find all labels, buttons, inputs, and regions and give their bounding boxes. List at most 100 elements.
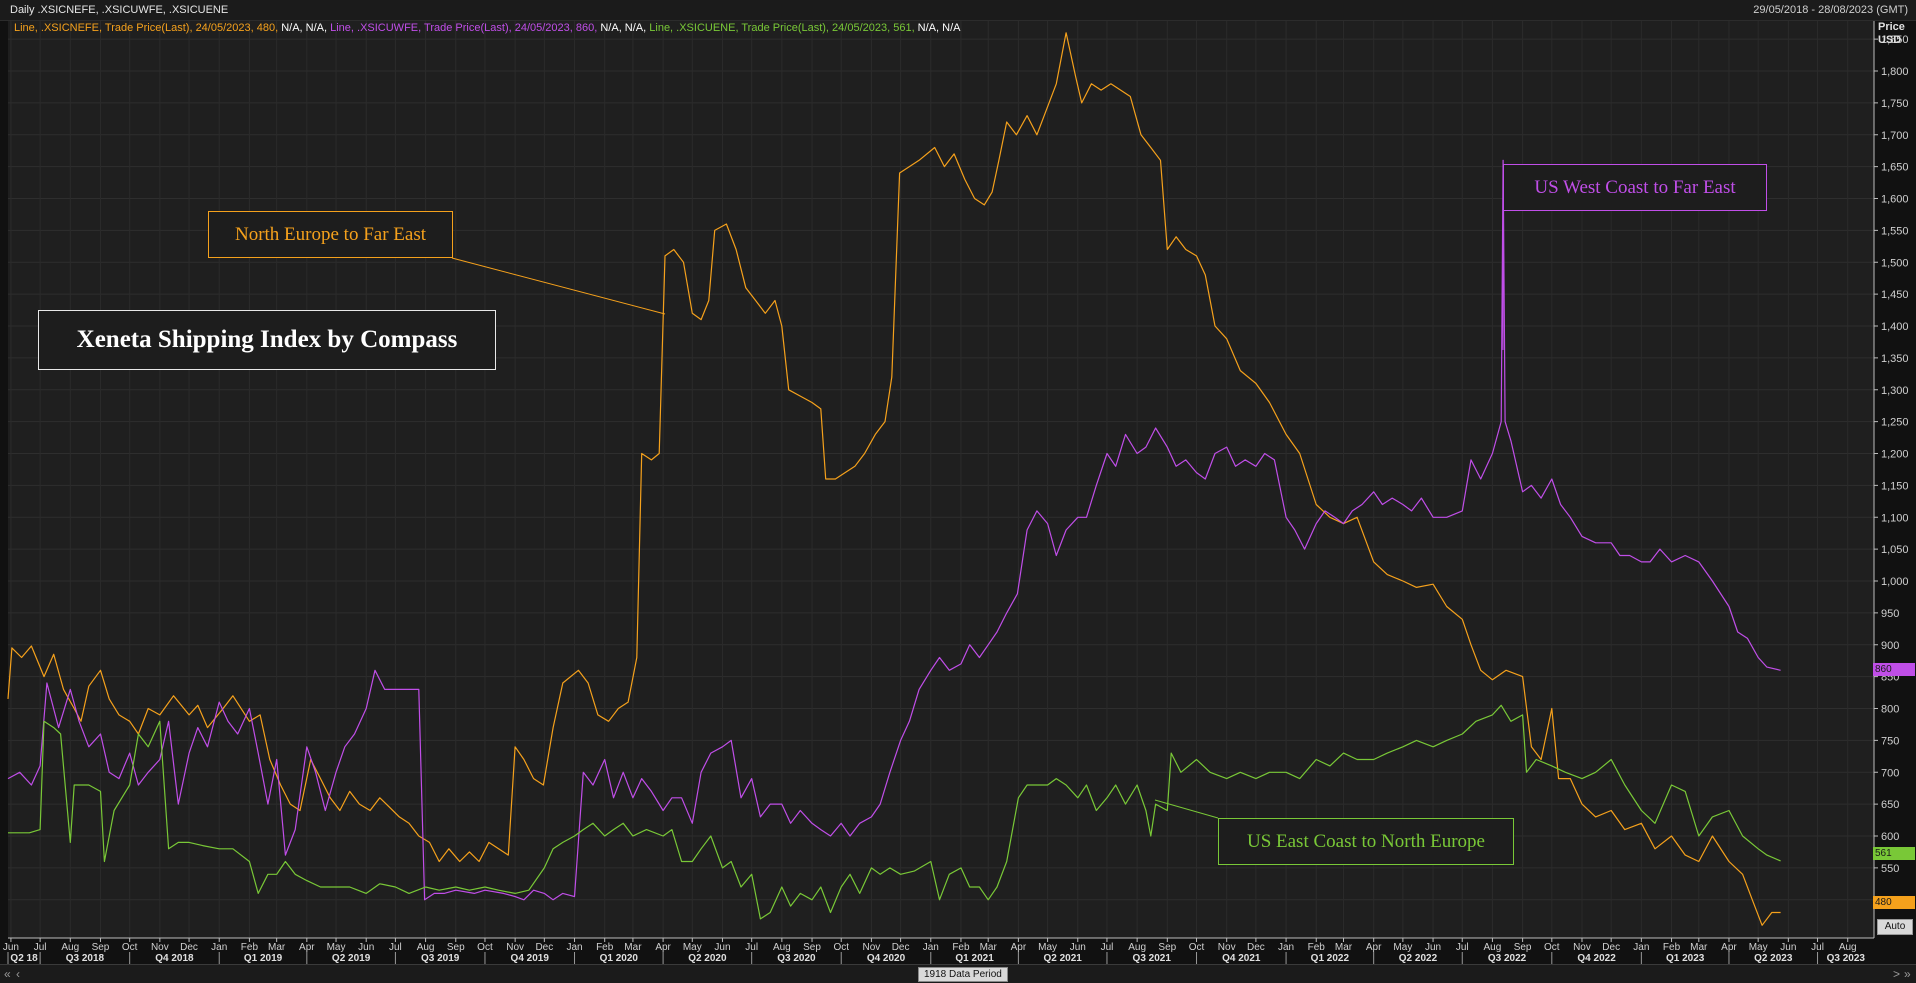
x-month-label: Sep <box>1514 942 1532 953</box>
series-line-xsicnefe <box>7 32 1781 926</box>
y-tick-label: 1,850 <box>1881 34 1909 46</box>
y-axis: 5005506006507007508008509009501,0001,050… <box>1873 20 1909 938</box>
x-month-label: Oct <box>833 942 849 953</box>
x-quarter-label: Q3 2020 <box>777 953 816 964</box>
x-month-label: Jan <box>1633 942 1649 953</box>
ne-fe-label: North Europe to Far East <box>234 224 426 245</box>
legend: Line, .XSICNEFE, Trade Price(Last), 24/0… <box>14 22 960 34</box>
x-month-label: Sep <box>1158 942 1176 953</box>
y-tick-label: 600 <box>1881 831 1899 843</box>
main-title-box: Xeneta Shipping Index by Compass <box>38 310 496 370</box>
scroll-bar[interactable]: « ‹ 1918 Data Period > » <box>0 964 1916 983</box>
x-quarter-label: Q3 2023 <box>1827 953 1866 964</box>
ne-fe-connector <box>451 257 666 315</box>
x-quarter-label: Q1 2023 <box>1666 953 1705 964</box>
y-tick-label: 1,500 <box>1881 257 1909 269</box>
annotation-connectors <box>451 210 1504 819</box>
chart-title: Daily .XSICNEFE, .XSICUWFE, .XSICUENE <box>10 4 229 16</box>
x-month-label: Dec <box>892 942 910 953</box>
date-range: 29/05/2018 - 28/08/2023 (GMT) <box>1753 4 1908 16</box>
series-line-xsicuwfe <box>7 159 1781 901</box>
y-tick-label: 900 <box>1881 640 1899 652</box>
x-month-label: Apr <box>1721 942 1737 953</box>
y-axis-unit: Price USD <box>1878 21 1905 46</box>
x-month-label: Aug <box>1128 942 1146 953</box>
x-month-label: Oct <box>1189 942 1205 953</box>
x-month-label: Jun <box>358 942 374 953</box>
x-quarter-label: Q2 2019 <box>332 953 371 964</box>
x-month-label: Jul <box>745 942 758 953</box>
scroll-prev-button[interactable]: ‹ <box>16 967 20 981</box>
y-tick-label: 1,200 <box>1881 449 1909 461</box>
x-quarter-label: Q2 18 <box>10 953 38 964</box>
scroll-last-button[interactable]: » <box>1904 967 1911 981</box>
series-layer <box>7 32 1781 926</box>
y-tick-label: 1,400 <box>1881 321 1909 333</box>
x-month-label: Jan <box>923 942 939 953</box>
legend-na: N/A, N/A, <box>597 22 647 34</box>
x-month-label: Jul <box>34 942 47 953</box>
y-tick-label: 1,450 <box>1881 289 1909 301</box>
x-month-label: Apr <box>655 942 671 953</box>
last-price-tag-uwfe: 860 <box>1873 663 1915 676</box>
x-month-label: Jan <box>211 942 227 953</box>
x-month-label: Oct <box>1544 942 1560 953</box>
x-month-label: Jan <box>566 942 582 953</box>
x-month-label: Apr <box>299 942 315 953</box>
x-month-label: Jun <box>1780 942 1796 953</box>
legend-entry-xsicnefe: Line, .XSICNEFE, Trade Price(Last), 24/0… <box>14 22 279 34</box>
x-quarter-label: Q1 2021 <box>955 953 994 964</box>
y-tick-label: 1,100 <box>1881 512 1909 524</box>
y-tick-label: 650 <box>1881 799 1899 811</box>
auto-scale-button[interactable]: Auto <box>1877 919 1913 935</box>
x-month-label: Aug <box>1484 942 1502 953</box>
last-price-uene: 561 <box>1875 848 1892 859</box>
x-quarter-label: Q4 2020 <box>867 953 906 964</box>
x-quarter-label: Q3 2022 <box>1488 953 1527 964</box>
x-month-label: Nov <box>1573 942 1591 953</box>
x-month-label: Nov <box>506 942 524 953</box>
usw-fe-label: US West Coast to Far East <box>1534 177 1736 198</box>
x-month-label: Oct <box>122 942 138 953</box>
y-tick-label: 1,800 <box>1881 66 1909 78</box>
x-axis: Jun Jul Aug Sep Oct Nov Dec Jan Feb Mar Apr May Jun J… <box>3 937 1874 964</box>
y-tick-label: 1,650 <box>1881 162 1909 174</box>
y-tick-label: 1,700 <box>1881 130 1909 142</box>
x-quarter-label: Q4 2021 <box>1222 953 1261 964</box>
x-month-label: Mar <box>268 942 286 953</box>
x-month-label: Aug <box>417 942 435 953</box>
x-quarter-label: Q2 2021 <box>1043 953 1082 964</box>
x-month-label: Mar <box>980 942 998 953</box>
x-month-label: Feb <box>1663 942 1681 953</box>
x-quarter-label: Q4 2022 <box>1577 953 1616 964</box>
use-ne-label: US East Coast to North Europe <box>1246 831 1485 852</box>
x-quarter-label: Q3 2019 <box>421 953 460 964</box>
x-month-label: Nov <box>1218 942 1236 953</box>
x-quarter-label: Q3 2021 <box>1133 953 1172 964</box>
x-month-label: Jun <box>3 942 19 953</box>
last-price-tag-nefe: 480 <box>1873 896 1915 909</box>
x-month-label: Jun <box>1070 942 1086 953</box>
y-tick-label: 1,350 <box>1881 353 1909 365</box>
scroll-next-button[interactable]: > <box>1893 967 1901 981</box>
y-tick-label: 1,000 <box>1881 576 1909 588</box>
chart-header: Daily .XSICNEFE, .XSICUWFE, .XSICUENE 29… <box>0 0 1916 21</box>
last-price-tag-uene: 561 <box>1873 847 1915 860</box>
x-quarter-label: Q1 2022 <box>1311 953 1350 964</box>
scroll-first-button[interactable]: « <box>4 967 11 981</box>
x-month-label: May <box>1038 942 1057 953</box>
ne-fe-label-box: North Europe to Far East <box>208 211 453 258</box>
x-month-label: May <box>1749 942 1768 953</box>
x-month-label: Aug <box>773 942 791 953</box>
x-month-label: Jul <box>1101 942 1114 953</box>
use-ne-connector <box>1154 799 1219 819</box>
x-month-label: Mar <box>1335 942 1353 953</box>
x-month-label: Feb <box>952 942 970 953</box>
x-month-label: Oct <box>477 942 493 953</box>
x-quarter-label: Q1 2019 <box>244 953 283 964</box>
y-tick-label: 700 <box>1881 767 1899 779</box>
x-month-label: Feb <box>596 942 614 953</box>
x-quarter-label: Q1 2020 <box>600 953 639 964</box>
x-month-label: Jul <box>1456 942 1469 953</box>
